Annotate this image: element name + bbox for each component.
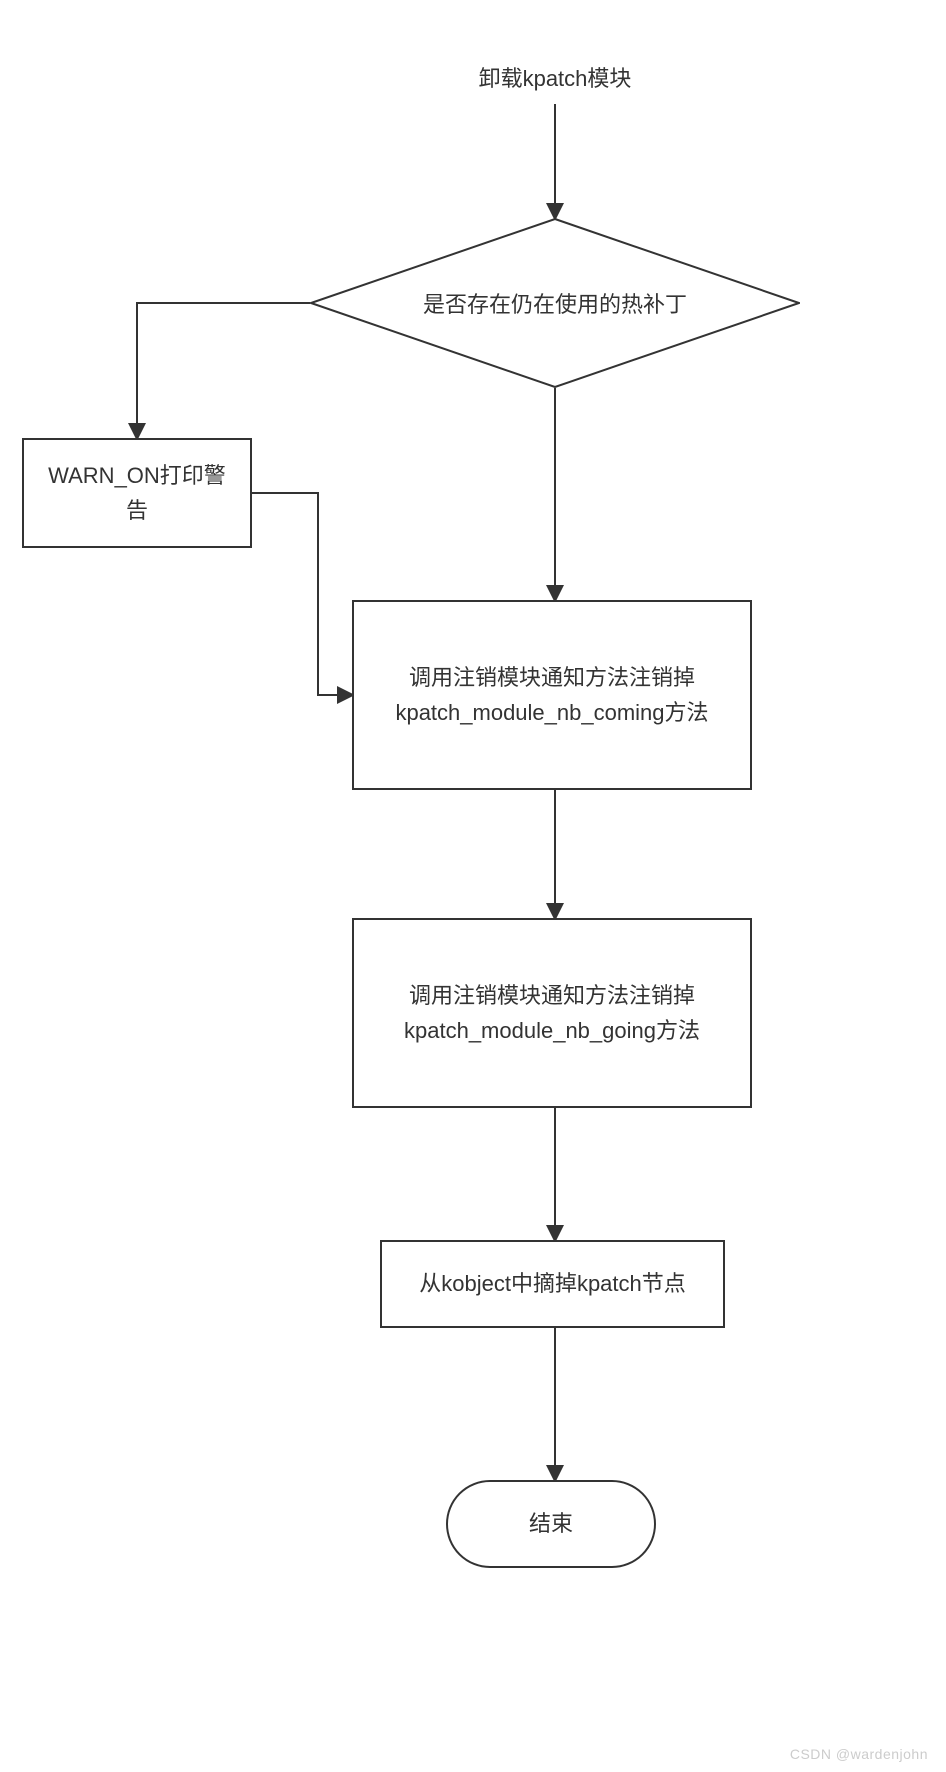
unreg-going-node: 调用注销模块通知方法注销掉kpatch_module_nb_going方法 (352, 918, 752, 1108)
flowchart-canvas: 卸载kpatch模块 是否存在仍在使用的热补丁 WARN_ON打印警告 调用注销… (0, 0, 946, 1772)
edge-warn-to-unreg1 (252, 493, 352, 695)
warn-label: WARN_ON打印警告 (40, 458, 234, 528)
end-node: 结束 (446, 1480, 656, 1568)
decision-label: 是否存在仍在使用的热补丁 (310, 218, 800, 388)
warn-node: WARN_ON打印警告 (22, 438, 252, 548)
kobject-node: 从kobject中摘掉kpatch节点 (380, 1240, 725, 1328)
decision-node: 是否存在仍在使用的热补丁 (310, 218, 800, 388)
kobject-label: 从kobject中摘掉kpatch节点 (419, 1266, 686, 1301)
start-node: 卸载kpatch模块 (420, 54, 690, 104)
start-label: 卸载kpatch模块 (479, 61, 632, 96)
end-label: 结束 (529, 1506, 573, 1541)
edge-decision-to-warn (137, 303, 310, 438)
unreg-coming-node: 调用注销模块通知方法注销掉kpatch_module_nb_coming方法 (352, 600, 752, 790)
watermark: CSDN @wardenjohn (790, 1746, 928, 1762)
unreg-coming-label: 调用注销模块通知方法注销掉kpatch_module_nb_coming方法 (370, 660, 734, 730)
unreg-going-label: 调用注销模块通知方法注销掉kpatch_module_nb_going方法 (370, 978, 734, 1048)
